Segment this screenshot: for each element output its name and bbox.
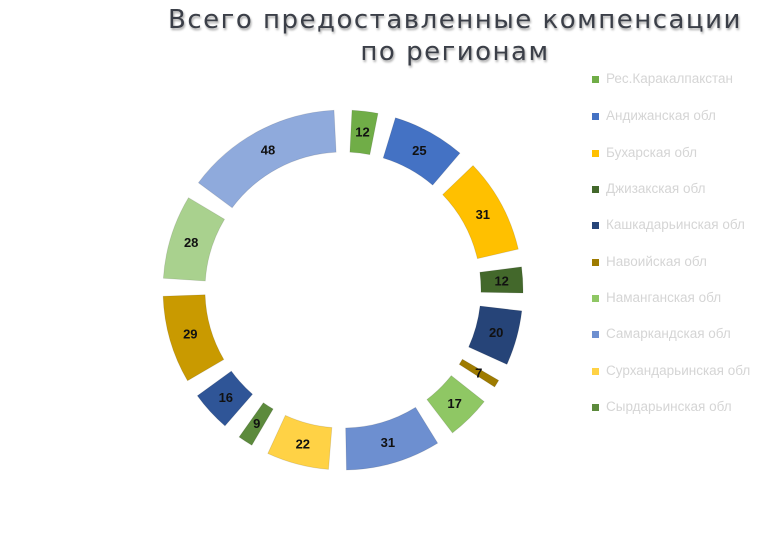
legend-item: Сурхандарьинская обл	[592, 362, 767, 380]
slice-13	[162, 197, 226, 282]
data-label-3: 31	[476, 207, 490, 222]
legend-label: Рес.Каракалпакстан	[606, 71, 734, 86]
legend-item: Сырдарьинская обл	[592, 398, 767, 416]
legend-item: Навоийская обл	[592, 253, 767, 271]
legend-item: Джизакская обл	[592, 180, 767, 198]
slice-9	[267, 414, 333, 470]
data-labels-group: 12 25 31 12 20 7 17 31 22 9 16 29 28 48	[183, 125, 509, 452]
slices-group	[162, 109, 524, 471]
legend-label: Сурхандарьинская обл	[606, 363, 751, 378]
legend-label: Джизакская обл	[606, 181, 706, 196]
legend-swatch	[592, 150, 599, 157]
legend-swatch	[592, 404, 599, 411]
slice-11	[196, 370, 254, 427]
legend-swatch	[592, 368, 599, 375]
legend-swatch	[592, 259, 599, 266]
slice-5	[468, 305, 523, 365]
slice-7	[426, 375, 485, 434]
legend-swatch	[592, 186, 599, 193]
data-label-12: 29	[183, 327, 197, 342]
legend-item: Бухарская обл	[592, 144, 767, 162]
slice-6	[458, 358, 500, 388]
legend-label: Бухарская обл	[606, 145, 697, 160]
legend-swatch	[592, 222, 599, 229]
legend-label: Самаркандская обл	[606, 326, 731, 341]
data-label-9: 22	[296, 436, 310, 451]
legend-swatch	[592, 113, 599, 120]
slice-12	[162, 294, 225, 382]
legend-item: Кашкадарьинская обл	[592, 216, 767, 234]
legend-swatch	[592, 76, 599, 83]
slice-10	[238, 402, 274, 446]
slice-1	[349, 109, 379, 156]
legend-label: Сырдарьинская обл	[606, 399, 732, 414]
data-label-14: 48	[261, 142, 275, 157]
data-label-8: 31	[381, 435, 395, 450]
data-label-1: 12	[355, 125, 369, 140]
data-label-7: 17	[447, 396, 461, 411]
slice-3	[442, 164, 519, 260]
slice-2	[382, 117, 461, 186]
legend-item: Самаркандская обл	[592, 325, 767, 343]
chart-title: Всего предоставленные компенсации по рег…	[168, 5, 742, 67]
data-label-11: 16	[219, 390, 233, 405]
legend-swatch	[592, 295, 599, 302]
legend-label: Наманганская обл	[606, 290, 722, 305]
data-label-6: 7	[475, 365, 482, 380]
legend-swatch	[592, 331, 599, 338]
data-label-2: 25	[412, 143, 426, 158]
legend-item: Андижанская обл	[592, 107, 767, 125]
legend-item: Наманганская обл	[592, 289, 767, 307]
slice-8	[345, 406, 439, 471]
legend-label: Андижанская обл	[606, 108, 716, 123]
legend-item: Рес.Каракалпакстан	[592, 70, 767, 88]
data-label-5: 20	[489, 325, 503, 340]
slice-14	[197, 109, 337, 209]
data-label-13: 28	[184, 235, 198, 250]
slice-4	[479, 266, 524, 294]
data-label-4: 12	[494, 274, 508, 289]
legend-label: Кашкадарьинская обл	[606, 217, 745, 232]
data-label-10: 9	[253, 416, 260, 431]
legend-label: Навоийская обл	[606, 254, 707, 269]
